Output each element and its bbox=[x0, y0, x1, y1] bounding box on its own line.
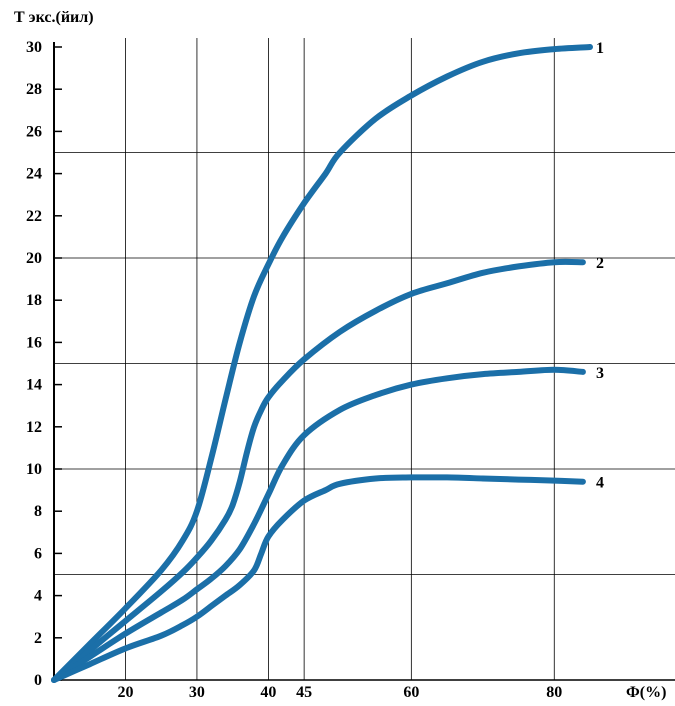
y-tick-label-8: 8 bbox=[34, 503, 42, 520]
y-tick-label-12: 12 bbox=[26, 419, 42, 436]
series-label-2: 2 bbox=[596, 255, 604, 272]
series-label-3: 3 bbox=[596, 365, 604, 382]
x-tick-label-40: 40 bbox=[260, 684, 276, 701]
series-line-4 bbox=[51, 474, 586, 683]
y-tick-label-28: 28 bbox=[26, 81, 42, 98]
y-tick-label-22: 22 bbox=[26, 208, 42, 225]
y-tick-label-10: 10 bbox=[26, 461, 42, 478]
series-label-4: 4 bbox=[596, 475, 604, 492]
y-tick-label-6: 6 bbox=[34, 545, 42, 562]
y-tick-label-0: 0 bbox=[34, 672, 42, 689]
x-tick-label-30: 30 bbox=[189, 684, 205, 701]
y-tick-label-24: 24 bbox=[26, 166, 42, 183]
y-tick-label-20: 20 bbox=[26, 250, 42, 267]
series-label-1: 1 bbox=[596, 40, 604, 57]
series-lines bbox=[51, 44, 593, 683]
series-labels: 1 2 3 4 bbox=[596, 40, 604, 492]
series-line-2 bbox=[51, 258, 586, 683]
x-tick-label-60: 60 bbox=[403, 684, 419, 701]
axes bbox=[53, 42, 675, 681]
y-tick-label-18: 18 bbox=[26, 292, 42, 309]
x-tick-label-45: 45 bbox=[296, 684, 312, 701]
x-tick-label-20: 20 bbox=[117, 684, 133, 701]
y-tick-label-14: 14 bbox=[26, 377, 42, 394]
series-line-3 bbox=[51, 366, 586, 683]
y-tick-label-16: 16 bbox=[26, 334, 42, 351]
y-tick-label-30: 30 bbox=[26, 39, 42, 56]
series-line-1 bbox=[51, 44, 593, 683]
x-tick-label-80: 80 bbox=[546, 684, 562, 701]
x-axis-title: Ф(%) bbox=[626, 684, 666, 701]
y-tick-label-2: 2 bbox=[34, 630, 42, 647]
y-tick-label-26: 26 bbox=[26, 123, 42, 140]
y-axis-title: Т экс.(йил) bbox=[14, 9, 94, 26]
y-tick-label-4: 4 bbox=[34, 588, 42, 605]
x-tick-labels: 20 30 40 45 60 80 bbox=[117, 684, 562, 701]
